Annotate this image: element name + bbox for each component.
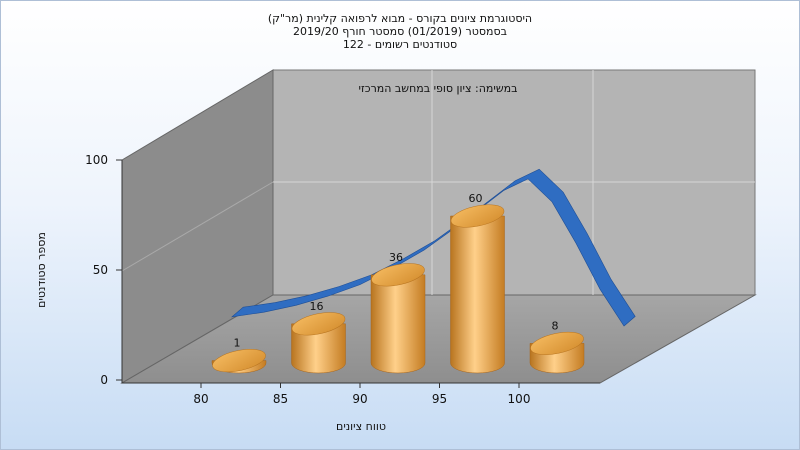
bar-top — [371, 263, 425, 287]
x-tick-label: 90 — [352, 392, 367, 406]
x-tick-label: 100 — [508, 392, 531, 406]
bar: 36 — [370, 251, 426, 374]
bar-body — [291, 323, 346, 374]
bar: 16 — [291, 300, 346, 374]
y-tick-label: 50 — [93, 263, 108, 277]
y-tick-label: 0 — [100, 373, 108, 387]
bar-top — [212, 349, 266, 373]
bar-body — [370, 274, 426, 374]
chart-subtitle-semester: בסמסטר (01/2019) סמסטר חורף 2019/20 — [293, 25, 507, 38]
bar-value-label: 8 — [552, 319, 559, 332]
bar-value-label: 16 — [310, 300, 324, 313]
bar-body — [450, 215, 505, 374]
bar-top — [291, 312, 346, 336]
bar-value-label: 60 — [469, 192, 483, 205]
x-tick-label: 85 — [273, 392, 288, 406]
bar-top — [530, 331, 584, 355]
x-axis-label: טווח ציונים — [336, 420, 386, 433]
y-tick-label: 100 — [85, 153, 108, 167]
bar-top — [450, 204, 505, 228]
x-ticks: 80 85 90 95 100 — [193, 383, 530, 406]
bar-value-label: 36 — [389, 251, 403, 264]
chart-titles: היסטוגרמת ציונים בקורס - מבוא לרפואה קלי… — [0, 12, 800, 51]
chart-title: היסטוגרמת ציונים בקורס - מבוא לרפואה קלי… — [267, 12, 533, 25]
chart-annotation: במשימה: ציון סופי במחשב המרכזי — [358, 82, 517, 95]
x-tick-label: 80 — [193, 392, 208, 406]
bar-value-label: 1 — [234, 337, 241, 350]
bar: 1 — [211, 337, 267, 374]
y-ticks: 0 50 100 — [85, 153, 122, 387]
chart-subtitle-students: סטודנטים רשומים - 122 — [342, 38, 458, 51]
bar: 8 — [529, 319, 585, 374]
y-axis-label: מספר סטודנטים — [35, 232, 48, 308]
bars: 1 16 36 60 8 — [211, 192, 585, 374]
gridline-side-mid — [121, 181, 274, 272]
bar: 60 — [450, 192, 505, 374]
x-tick-label: 95 — [432, 392, 447, 406]
